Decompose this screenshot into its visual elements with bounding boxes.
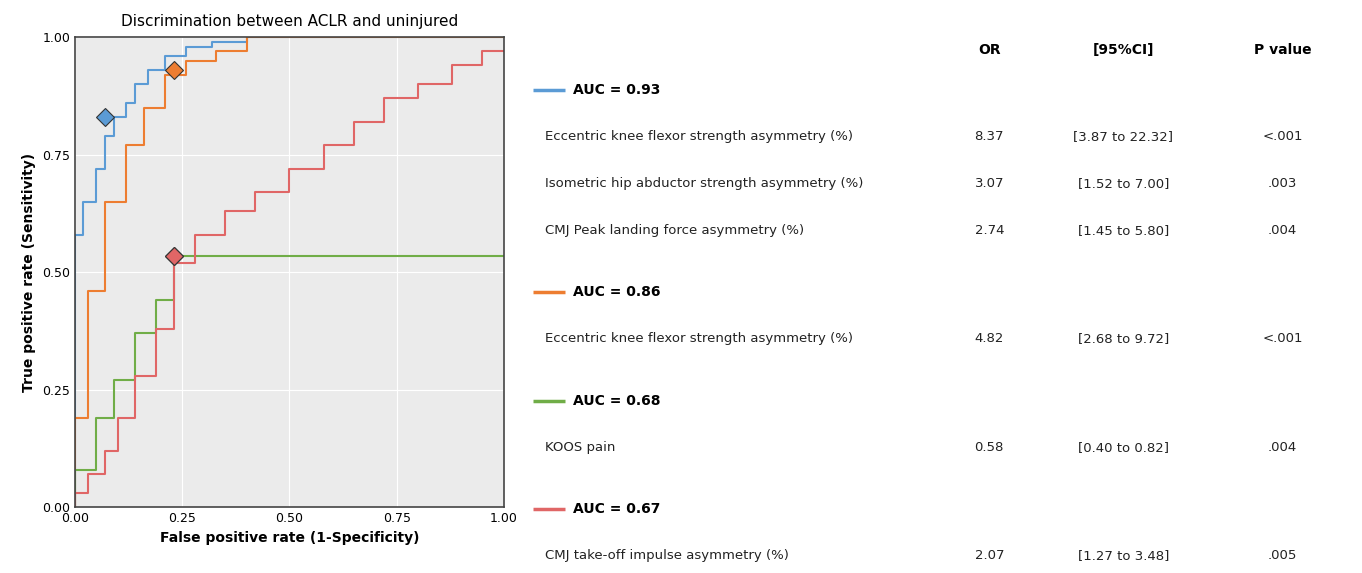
Text: .004: .004 bbox=[1268, 224, 1297, 237]
Text: KOOS pain: KOOS pain bbox=[545, 441, 616, 454]
Text: <.001: <.001 bbox=[1263, 332, 1302, 346]
Text: <.001: <.001 bbox=[1263, 130, 1302, 143]
Text: 2.07: 2.07 bbox=[974, 549, 1004, 562]
Text: Isometric hip abductor strength asymmetry (%): Isometric hip abductor strength asymmetr… bbox=[545, 177, 864, 190]
Text: AUC = 0.93: AUC = 0.93 bbox=[573, 83, 661, 97]
Text: Eccentric knee flexor strength asymmetry (%): Eccentric knee flexor strength asymmetry… bbox=[545, 130, 854, 143]
Text: 2.74: 2.74 bbox=[974, 224, 1004, 237]
Text: Eccentric knee flexor strength asymmetry (%): Eccentric knee flexor strength asymmetry… bbox=[545, 332, 854, 346]
Text: .003: .003 bbox=[1268, 177, 1297, 190]
Text: .005: .005 bbox=[1268, 549, 1297, 562]
Title: Discrimination between ACLR and uninjured: Discrimination between ACLR and uninjure… bbox=[121, 14, 458, 29]
Text: AUC = 0.67: AUC = 0.67 bbox=[573, 502, 661, 516]
Text: [1.45 to 5.80]: [1.45 to 5.80] bbox=[1077, 224, 1169, 237]
Text: .004: .004 bbox=[1268, 441, 1297, 454]
Text: CMJ Peak landing force asymmetry (%): CMJ Peak landing force asymmetry (%) bbox=[545, 224, 805, 237]
Text: AUC = 0.68: AUC = 0.68 bbox=[573, 394, 661, 407]
Text: [1.27 to 3.48]: [1.27 to 3.48] bbox=[1077, 549, 1169, 562]
Text: 3.07: 3.07 bbox=[974, 177, 1004, 190]
Text: 0.58: 0.58 bbox=[975, 441, 1004, 454]
Y-axis label: True positive rate (Sensitivity): True positive rate (Sensitivity) bbox=[23, 152, 37, 392]
Text: OR: OR bbox=[978, 43, 1001, 57]
Text: AUC = 0.86: AUC = 0.86 bbox=[573, 285, 661, 299]
Text: [0.40 to 0.82]: [0.40 to 0.82] bbox=[1077, 441, 1169, 454]
X-axis label: False positive rate (1-Specificity): False positive rate (1-Specificity) bbox=[159, 531, 419, 544]
Text: 4.82: 4.82 bbox=[975, 332, 1004, 346]
Text: CMJ take-off impulse asymmetry (%): CMJ take-off impulse asymmetry (%) bbox=[545, 549, 789, 562]
Text: [2.68 to 9.72]: [2.68 to 9.72] bbox=[1077, 332, 1169, 346]
Text: [95%CI]: [95%CI] bbox=[1092, 43, 1154, 57]
Text: [3.87 to 22.32]: [3.87 to 22.32] bbox=[1073, 130, 1173, 143]
Text: [1.52 to 7.00]: [1.52 to 7.00] bbox=[1077, 177, 1169, 190]
Text: 8.37: 8.37 bbox=[974, 130, 1004, 143]
Text: P value: P value bbox=[1253, 43, 1312, 57]
